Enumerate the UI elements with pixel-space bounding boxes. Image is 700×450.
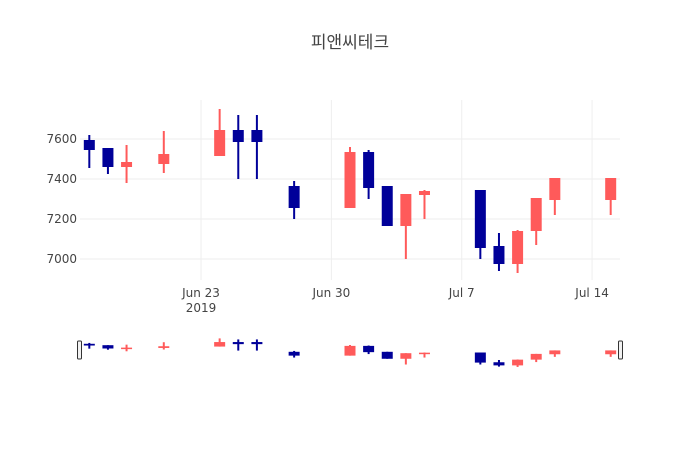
candle-body	[121, 162, 133, 167]
candle-body	[232, 130, 244, 142]
candle-body	[344, 152, 356, 208]
x-tick-label: Jun 23	[181, 286, 220, 300]
candle	[605, 178, 617, 215]
candle	[121, 145, 133, 183]
candle	[158, 131, 170, 173]
candle-body	[530, 198, 542, 231]
candle-body	[381, 186, 393, 226]
slider-candle-body	[251, 342, 263, 345]
candle-body	[214, 130, 226, 156]
candle-body	[493, 246, 505, 264]
y-tick-label: 7200	[46, 212, 77, 226]
candle	[418, 190, 430, 219]
candle-body	[158, 154, 170, 164]
slider-candle-body	[158, 346, 170, 348]
candle	[344, 147, 356, 208]
slider-handle-right[interactable]	[618, 340, 623, 360]
candle	[251, 115, 263, 179]
candle	[493, 233, 505, 271]
candle	[214, 109, 226, 156]
slider-candle-body	[102, 345, 114, 349]
slider-candle-body	[232, 342, 244, 345]
slider-candle-body	[493, 362, 505, 366]
candle	[363, 150, 375, 199]
slider-candle-body	[400, 353, 412, 359]
x-tick-year-label: 2019	[186, 301, 217, 315]
slider-candle-body	[549, 350, 561, 355]
candle-body	[605, 178, 617, 200]
y-tick-label: 7400	[46, 172, 77, 186]
slider-candle-body	[605, 350, 617, 355]
candle-body	[512, 231, 524, 264]
x-tick-label: Jul 14	[574, 286, 609, 300]
slider-candle-body	[418, 352, 430, 355]
slider-candle-body	[530, 353, 542, 360]
candles-main	[83, 109, 617, 273]
slider-candle-body	[474, 352, 486, 363]
candle-body	[418, 191, 430, 195]
candle	[288, 181, 300, 219]
candle-body	[400, 194, 412, 226]
candle	[102, 148, 114, 174]
slider-handle-left[interactable]	[77, 340, 82, 360]
range-slider[interactable]	[77, 338, 623, 367]
slider-candle-body	[512, 359, 524, 366]
candle	[549, 178, 561, 215]
slider-candle-body	[288, 351, 300, 356]
y-tick-label: 7600	[46, 132, 77, 146]
candle	[512, 230, 524, 273]
candle	[400, 194, 412, 259]
candle	[530, 198, 542, 245]
candle	[83, 135, 95, 168]
y-axis: 7000 7200 7400 7600	[46, 132, 77, 266]
candle-body	[251, 130, 263, 142]
slider-candle-body	[214, 342, 226, 347]
candle	[474, 190, 486, 259]
slider-candle-body	[344, 345, 356, 356]
slider-candle-body	[121, 347, 133, 350]
candle-body	[102, 148, 114, 167]
y-tick-label: 7000	[46, 252, 77, 266]
x-tick-label: Jun 30	[311, 286, 350, 300]
candle-body	[363, 152, 375, 188]
candle-body	[549, 178, 561, 200]
candle-body	[474, 190, 486, 248]
chart-title: 피앤씨테크	[311, 33, 389, 53]
candle-body	[83, 140, 95, 150]
candle-body	[288, 186, 300, 208]
slider-candle-body	[381, 351, 393, 359]
slider-candle-body	[83, 343, 95, 346]
x-tick-label: Jul 7	[448, 286, 475, 300]
candle	[381, 186, 393, 226]
slider-candle-body	[363, 345, 375, 353]
candle	[232, 115, 244, 179]
